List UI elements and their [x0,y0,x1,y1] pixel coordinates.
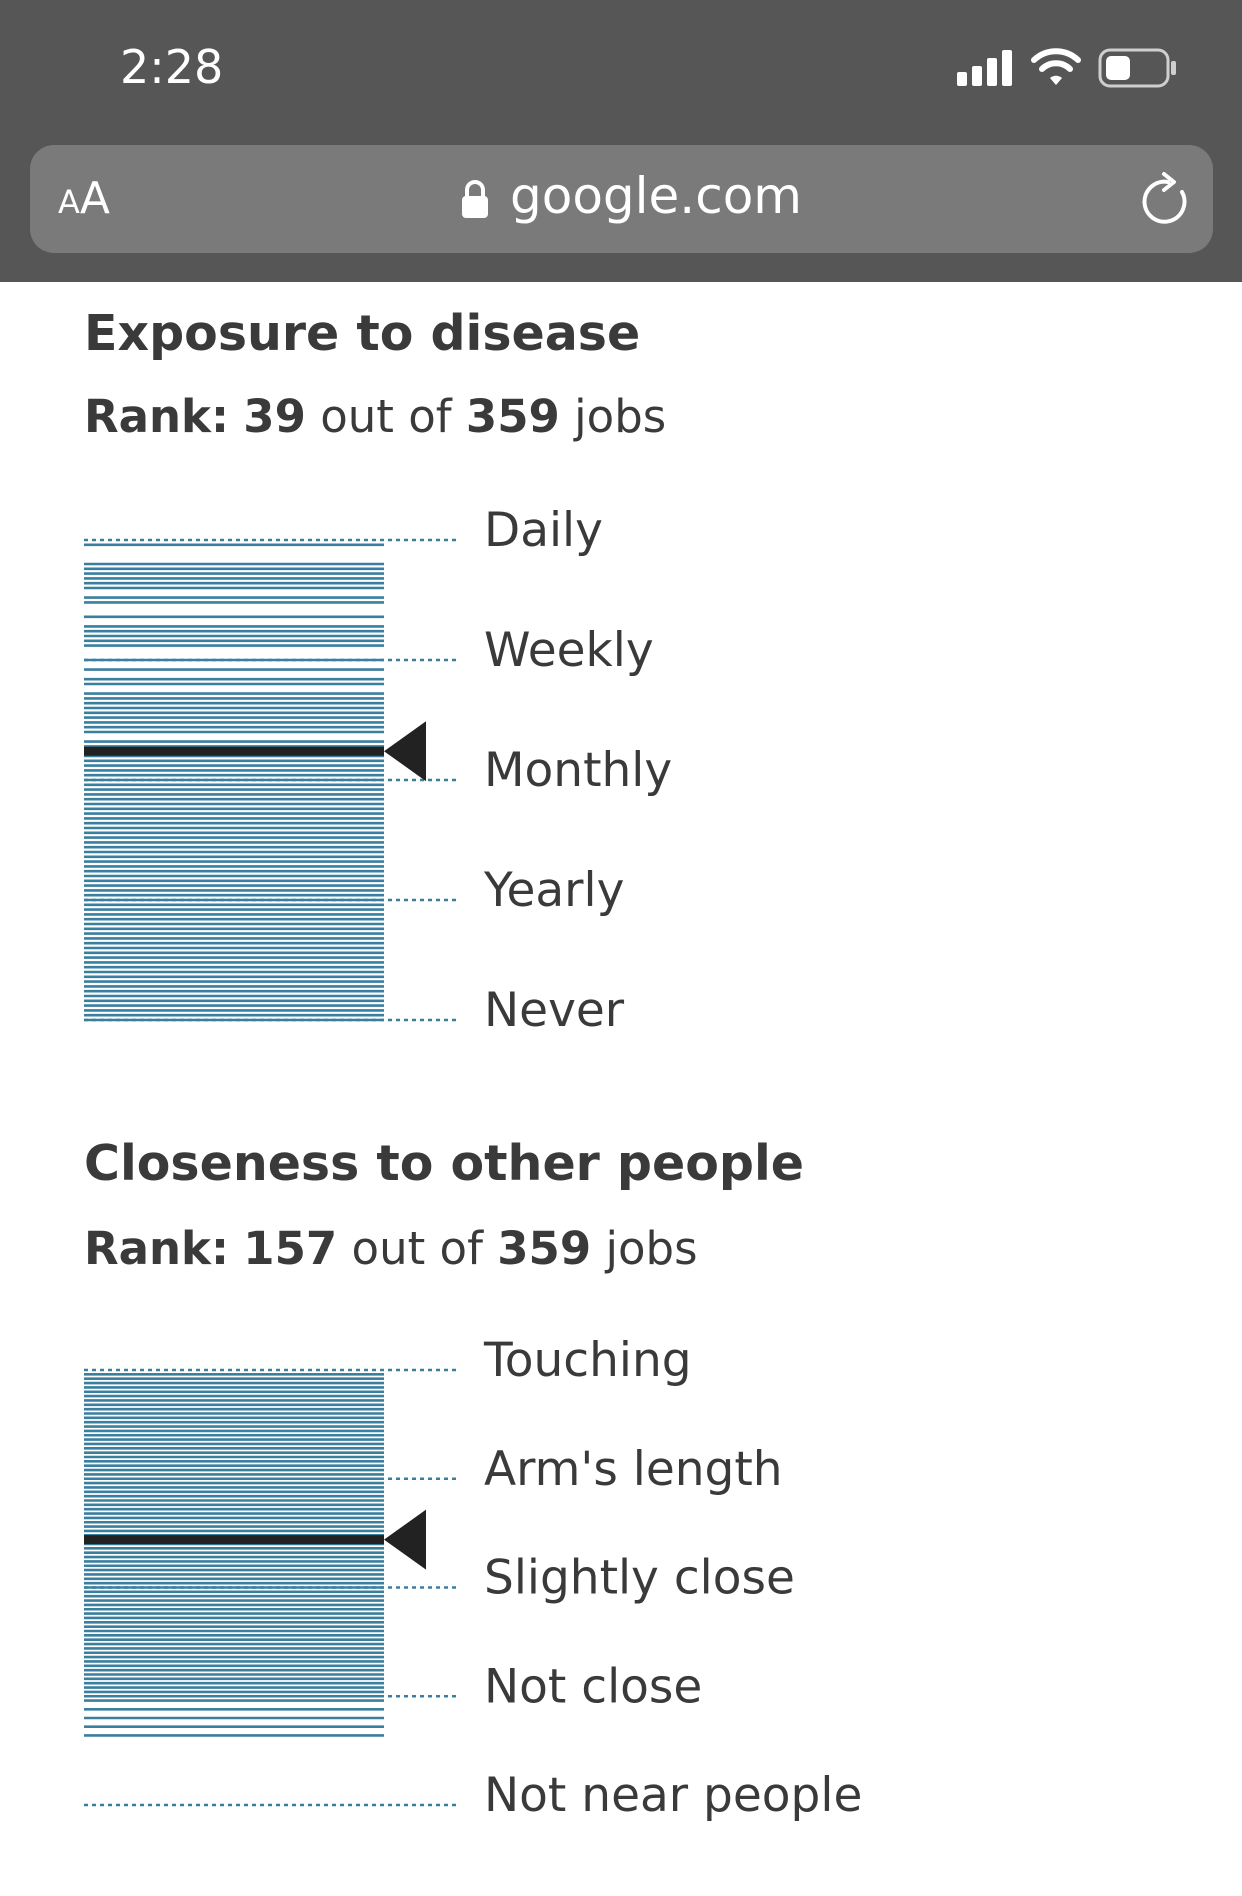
rank-line-closeness: Rank: 157 out of 359 jobs [84,1222,698,1275]
job-marker-arrow [384,721,426,782]
browser-chrome: 2:28 AA google.com [0,0,1242,282]
rank-line-exposure: Rank: 39 out of 359 jobs [84,390,667,443]
url-bar[interactable]: AA google.com [30,145,1213,253]
level-label: Not close [484,1659,702,1714]
lock-icon [462,180,488,218]
exposure-chart: Daily Weekly Monthly Yearly Never [84,503,672,1038]
level-label: Weekly [484,623,654,678]
section-title-exposure: Exposure to disease [84,305,641,362]
level-label: Never [484,983,625,1038]
reload-icon[interactable] [1138,170,1194,228]
signal-icon [957,50,1013,86]
wifi-icon [1031,48,1081,85]
level-label: Slightly close [484,1551,795,1606]
closeness-chart: Touching Arm's length Slightly close Not cl… [84,1333,862,1823]
level-label: Not near people [484,1768,862,1823]
level-label: Monthly [484,743,672,798]
level-label: Arm's length [484,1442,783,1497]
level-label: Daily [484,503,603,558]
url-text[interactable]: google.com [510,167,802,225]
level-label: Touching [483,1333,692,1388]
level-label: Yearly [483,863,624,918]
status-time: 2:28 [120,40,224,94]
section-title-closeness: Closeness to other people [84,1135,804,1192]
battery-icon [1098,48,1176,88]
text-size-button[interactable]: AA [58,173,110,224]
job-marker-arrow [384,1509,426,1570]
